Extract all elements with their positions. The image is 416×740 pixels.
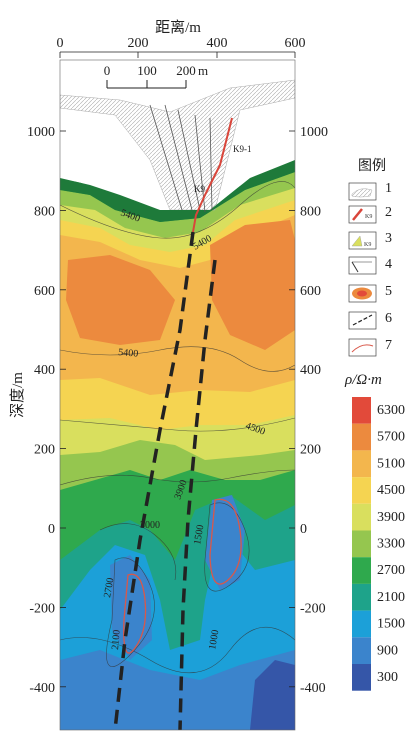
colorbar: 6300 5700 5100 4500 3900 3300 2700 2100 1500 900 3… [352,397,405,691]
colorbar-level-label: 3300 [377,537,405,552]
colorbar-level-label: 2100 [377,590,405,605]
scale-tick-100: 100 [137,63,157,78]
colorbar-level-label: 4500 [377,483,405,498]
legend-num: 4 [385,257,392,272]
ore-vein-icon: K9 [348,231,377,250]
colorbar-level-label: 2700 [377,563,405,578]
x-axis-label: 距离/m [155,19,201,36]
y-tick-label-right: 1000 [300,125,328,140]
colorbar-level-label: 5700 [377,430,405,445]
drill-hole-icon [348,256,377,275]
anomaly-icon [348,284,377,303]
y-tick-label-left: 1000 [27,125,55,140]
colorbar-level-label: 300 [377,670,398,685]
y-tick-label-right: 800 [300,204,321,219]
legend-num: 6 [385,311,392,326]
y-tick-label-left: 200 [34,443,55,458]
y-tick-label-right: 400 [300,363,321,378]
red-fault-line-icon: K9 [348,205,377,224]
x-tick-200: 200 [128,36,149,51]
colorbar-swatch [352,530,371,558]
y-tick-label-right: 600 [300,284,321,299]
y-tick-label-left: 400 [34,363,55,378]
dashed-fault-icon [348,311,377,330]
contour-label: 5400 [118,347,139,360]
contour-label: 2100 [110,629,123,650]
legend-num: 3 [385,231,392,246]
contour-label: 3000 [140,520,160,531]
colorbar-swatch [352,637,371,664]
resistivity-map [60,60,295,730]
x-tick-600: 600 [285,36,306,51]
y-tick-label-right: -200 [300,601,326,616]
colorbar-level-label: 900 [377,643,398,658]
legend: K9 K9 [348,182,377,357]
svg-text:K9: K9 [364,242,371,248]
legend-num: 2 [385,205,392,220]
colorbar-swatch [352,664,371,691]
y-tick-label-right: -400 [300,681,326,696]
colorbar-level-label: 6300 [377,403,405,418]
y-axis-label: 深度/m [9,372,26,418]
colorbar-swatch [352,610,371,638]
legend-title: 图例 [358,158,386,174]
plot-frame [59,59,296,731]
scale-unit: m [198,63,208,78]
y-tick-label-left: 800 [34,204,55,219]
x-tick-0: 0 [57,36,64,51]
contour-label: 2700 [102,577,116,599]
legend-num: 7 [385,338,392,353]
legend-num: 1 [385,181,392,196]
y-tick-label-left: -400 [29,681,55,696]
fault-label-k9: K9 [194,184,205,194]
scale-tick-0: 0 [104,63,111,78]
colorbar-swatch [352,557,371,584]
colorbar-level-label: 3900 [377,510,405,525]
y-tick-label-right: 200 [300,443,321,458]
colorbar-level-label: 5100 [377,456,405,471]
colorbar-swatch [352,503,371,531]
contour-label: 1000 [207,629,221,651]
y-axis-ticks: 1000 1000 800 800 600 600 400 400 200 200 0 0 -200 -2… [27,125,328,696]
scale-bar [106,80,187,89]
red-boundary-icon [348,338,377,357]
colorbar-swatch [352,450,371,478]
colorbar-swatch [352,423,371,451]
colorbar-title: ρ/Ω·m [345,372,382,388]
y-tick-label-right: 0 [300,522,307,537]
ore-body-section-icon [348,182,377,201]
fault-label-k9-1: K9-1 [233,144,252,154]
contour-label: 1500 [192,524,206,546]
y-tick-label-left: 600 [34,284,55,299]
colorbar-level-label: 1500 [377,617,405,632]
legend-num: 5 [385,284,392,299]
y-tick-label-left: -200 [29,601,55,616]
colorbar-swatch [352,397,371,424]
scale-tick-200: 200 [176,63,196,78]
colorbar-swatch [352,583,371,611]
x-tick-400: 400 [207,36,228,51]
svg-text:K9: K9 [365,214,372,220]
colorbar-swatch [352,477,371,504]
y-tick-label-left: 0 [48,522,55,537]
